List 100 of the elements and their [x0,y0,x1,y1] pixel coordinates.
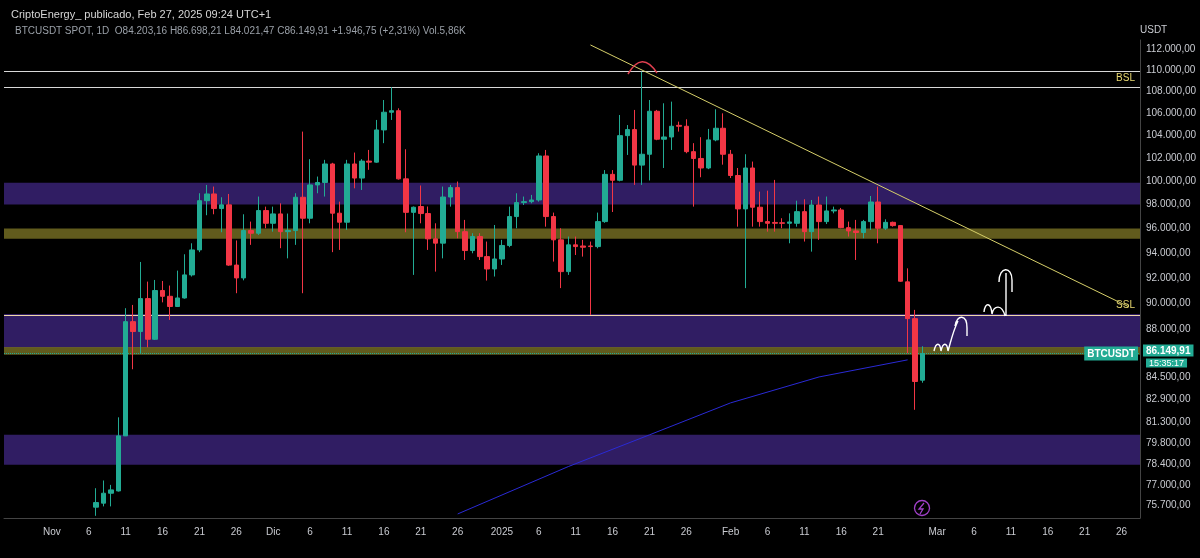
y-tick-label: 90.000,00 [1146,297,1191,309]
x-tick-label: 11 [570,525,582,537]
y-tick-label: 96.000,00 [1146,222,1191,234]
y-tick-label: 88.000,00 [1146,323,1191,335]
candlestick [440,186,446,259]
y-axis-title: USDT [1140,23,1168,35]
candlestick [514,192,519,229]
candlestick [632,109,637,186]
candlestick [197,192,202,253]
candlestick [344,159,350,231]
y-tick-label: 82.900,00 [1146,392,1191,404]
candlestick [809,199,814,253]
candlestick [285,213,291,259]
y-tick-label: 102.000,00 [1146,151,1197,163]
candlestick [307,158,313,224]
candlestick [543,149,549,228]
candlestick [411,206,416,276]
candlestick [241,213,246,281]
candlestick [743,153,748,289]
candlestick [728,149,733,179]
x-tick-label: 16 [607,525,619,537]
candlestick [698,136,704,178]
x-tick-label: Mar [928,525,947,537]
line-series [457,359,909,515]
y-tick-label: 94.000,00 [1146,246,1191,258]
chart-subtitle: BTCUSDT SPOT, 1D O84.203,16 H86.698,21 L84.021,47 C86.149,91 +1.946,75 (+2,31%) Vol.5,86K [15,24,466,36]
x-tick-label: 21 [193,525,206,537]
ref-line-label: 86.149,91 [1146,345,1191,357]
ref-line-label: BSL [1116,71,1136,83]
x-tick-label: 21 [1079,525,1091,537]
x-tick-label: 26 [680,525,693,537]
y-tick-label: 98.000,00 [1146,198,1191,210]
x-tick-label: 11 [120,525,132,537]
candlestick [300,131,306,294]
candlestick [691,142,696,208]
candlestick [669,101,674,151]
y-tick-label: 77.000,00 [1146,478,1191,490]
candlestick [470,232,475,254]
x-tick-label: 26 [230,525,243,537]
y-tick-label: 112.000,00 [1146,42,1196,54]
candlestick [617,114,623,182]
candlestick [226,193,232,267]
candlestick [462,219,468,261]
candlestick [374,119,379,164]
candlestick [234,239,239,294]
x-tick-label: 21 [415,525,427,537]
candlestick [898,224,903,283]
candlestick [824,196,829,225]
ref-line-label: SSL [1116,299,1136,311]
candlestick [145,281,151,348]
candlestick [160,280,165,303]
x-tick-label: 21 [643,525,656,537]
candlestick [802,198,807,243]
candlestick [816,196,822,241]
candlestick [765,190,770,233]
x-tick-label: 6 [307,525,314,537]
x-tick-label: 16 [1042,525,1054,537]
candlestick [566,236,571,276]
candlestick [211,186,217,215]
candlestick [661,102,667,169]
candlestick [167,285,173,321]
x-tick-label: 16 [378,525,390,537]
candlestick [219,196,224,233]
y-tick-label: 110.000,00 [1146,63,1196,75]
candlestick [507,206,512,248]
x-tick-label: 16 [157,525,169,537]
candlestick [521,196,527,206]
candlestick [883,218,888,231]
candlestick [448,184,453,208]
y-tick-label: 100.000,00 [1146,174,1197,186]
x-tick-label: Feb [721,525,740,537]
candlestick [676,121,682,133]
x-tick-label: 16 [835,525,848,537]
x-tick-label: 26 [452,525,464,537]
candlestick [293,192,298,246]
annotation: BTCUSDT [1087,348,1136,360]
candlestick [912,309,918,411]
candlestick [831,206,837,214]
x-tick-label: 6 [971,525,978,537]
candlestick [256,196,261,236]
candlestick [381,99,387,144]
candlestick [337,201,342,251]
y-tick-label: 81.300,00 [1146,415,1191,427]
candlestick [868,195,874,231]
candlestick [846,221,851,238]
candlestick [359,158,365,191]
candlestick [750,161,755,228]
candlestick [499,239,505,266]
x-tick-label: 11 [341,525,353,537]
candlestick [322,159,328,198]
x-tick-label: Nov [43,525,61,537]
x-tick-label: 21 [872,525,885,537]
candlestick [455,181,460,239]
candlestick [403,148,409,233]
candlestick [330,162,335,253]
candlestick [536,152,542,203]
y-tick-label: 78.400,00 [1146,457,1191,469]
x-tick-label: 11 [799,525,810,537]
candlestick [654,109,660,141]
candlestick [270,206,276,233]
